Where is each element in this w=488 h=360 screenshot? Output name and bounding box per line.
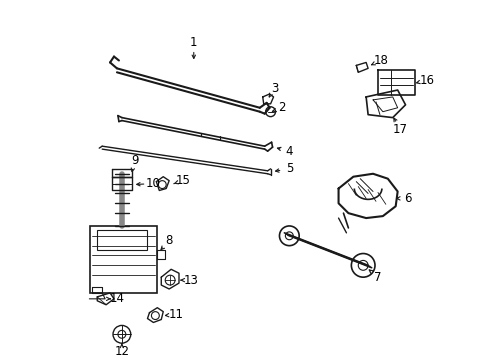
Circle shape (285, 232, 293, 240)
Text: 4: 4 (285, 145, 292, 158)
Text: 18: 18 (373, 54, 387, 67)
Text: 12: 12 (114, 345, 129, 357)
Text: 10: 10 (145, 177, 161, 190)
Text: 16: 16 (419, 74, 434, 87)
Text: 8: 8 (165, 234, 172, 247)
Text: 17: 17 (392, 123, 407, 136)
Text: 7: 7 (373, 271, 381, 284)
Text: 6: 6 (403, 192, 410, 205)
Text: 9: 9 (131, 154, 138, 167)
Text: 11: 11 (168, 308, 183, 321)
Text: 14: 14 (109, 292, 124, 305)
FancyBboxPatch shape (90, 226, 157, 293)
FancyBboxPatch shape (97, 230, 146, 249)
Text: 15: 15 (175, 174, 190, 187)
Text: 1: 1 (190, 36, 197, 49)
Text: 13: 13 (183, 274, 198, 287)
Text: 2: 2 (277, 101, 285, 114)
Text: 3: 3 (270, 82, 278, 95)
Text: 5: 5 (285, 162, 292, 175)
